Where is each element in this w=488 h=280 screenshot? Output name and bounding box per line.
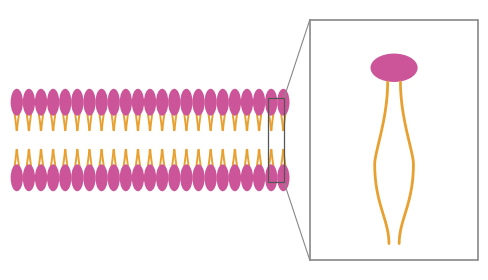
Ellipse shape xyxy=(107,164,120,191)
Ellipse shape xyxy=(241,89,253,116)
Ellipse shape xyxy=(83,89,96,116)
Ellipse shape xyxy=(156,89,168,116)
Ellipse shape xyxy=(253,164,265,191)
Ellipse shape xyxy=(35,89,47,116)
Ellipse shape xyxy=(192,164,204,191)
Ellipse shape xyxy=(241,164,253,191)
Ellipse shape xyxy=(96,164,108,191)
Ellipse shape xyxy=(277,89,289,116)
Ellipse shape xyxy=(265,164,277,191)
Ellipse shape xyxy=(277,164,289,191)
Ellipse shape xyxy=(192,89,204,116)
Ellipse shape xyxy=(204,164,217,191)
Ellipse shape xyxy=(168,89,181,116)
Bar xyxy=(310,20,478,260)
Ellipse shape xyxy=(204,89,217,116)
Ellipse shape xyxy=(144,164,156,191)
Ellipse shape xyxy=(59,89,71,116)
Ellipse shape xyxy=(120,164,132,191)
Ellipse shape xyxy=(144,89,156,116)
Ellipse shape xyxy=(83,164,96,191)
Ellipse shape xyxy=(35,164,47,191)
Ellipse shape xyxy=(370,53,418,82)
Ellipse shape xyxy=(120,89,132,116)
Ellipse shape xyxy=(23,164,35,191)
Ellipse shape xyxy=(23,89,35,116)
Ellipse shape xyxy=(11,89,23,116)
Ellipse shape xyxy=(180,89,193,116)
Ellipse shape xyxy=(132,164,144,191)
Ellipse shape xyxy=(253,89,265,116)
Ellipse shape xyxy=(217,89,229,116)
Ellipse shape xyxy=(11,164,23,191)
Ellipse shape xyxy=(96,89,108,116)
Ellipse shape xyxy=(59,164,71,191)
Ellipse shape xyxy=(168,164,181,191)
Ellipse shape xyxy=(156,164,168,191)
Ellipse shape xyxy=(47,164,59,191)
Ellipse shape xyxy=(47,89,59,116)
Ellipse shape xyxy=(132,89,144,116)
Ellipse shape xyxy=(107,89,120,116)
Ellipse shape xyxy=(229,164,241,191)
Ellipse shape xyxy=(71,89,83,116)
Bar xyxy=(267,98,284,182)
Ellipse shape xyxy=(71,164,83,191)
Ellipse shape xyxy=(180,164,193,191)
Ellipse shape xyxy=(229,89,241,116)
Ellipse shape xyxy=(265,89,277,116)
Ellipse shape xyxy=(217,164,229,191)
